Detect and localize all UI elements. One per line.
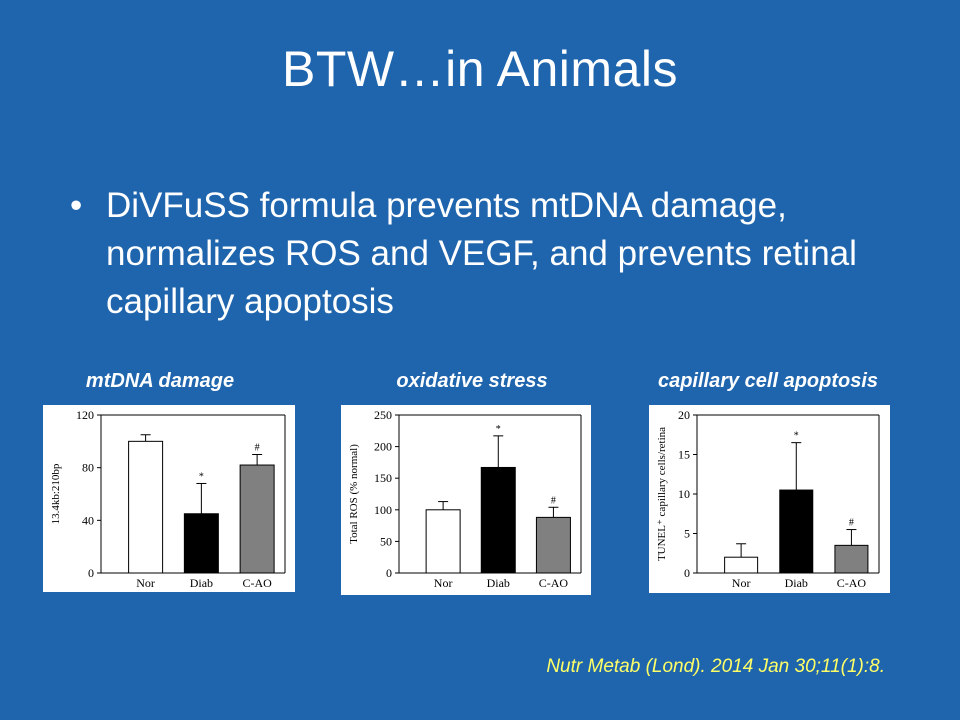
x-tick-label: Diab — [785, 576, 808, 590]
chart-svg: 0 5 10 15 20 TUNEL⁺ capillary cells/retina Nor… — [656, 408, 880, 590]
significance-mark: * — [199, 471, 204, 482]
bar-nor — [724, 556, 759, 574]
bar-c-ao — [535, 516, 571, 574]
y-tick-label: 50 — [380, 534, 392, 548]
chart-mtdna-damage: 0 40 80 120 13.4kb:210bp Nor * Diab # C-AO — [43, 405, 295, 592]
bullet-icon: • — [70, 186, 83, 225]
y-tick-label: 120 — [76, 408, 94, 422]
y-tick-label: 80 — [82, 461, 94, 475]
slide-title: BTW…in Animals — [282, 41, 678, 97]
y-tick-label: 200 — [374, 440, 392, 454]
chart-title-apoptosis: capillary cell apoptosis — [657, 370, 879, 392]
y-tick-label: 15 — [678, 448, 690, 462]
bar-c-ao — [834, 544, 869, 574]
x-tick-label: Nor — [434, 576, 453, 590]
chart-svg: 0 50 100 150 200 250 Total ROS (% normal) Nor * D… — [348, 408, 582, 590]
y-axis-label: 13.4kb:210bp — [50, 463, 62, 524]
y-tick-label: 150 — [374, 471, 392, 485]
y-tick-label: 0 — [88, 566, 94, 580]
x-tick-label: C-AO — [539, 576, 569, 590]
bar-nor — [425, 509, 461, 574]
y-tick-label: 40 — [82, 513, 94, 527]
y-tick-label: 20 — [678, 408, 690, 422]
significance-mark: # — [551, 495, 556, 506]
significance-mark: # — [255, 443, 260, 454]
x-tick-label: Nor — [732, 576, 751, 590]
y-axis-label: TUNEL⁺ capillary cells/retina — [656, 427, 668, 561]
y-axis-label: Total ROS (% normal) — [348, 444, 360, 544]
x-tick-label: Nor — [136, 576, 155, 590]
x-tick-label: C-AO — [837, 576, 867, 590]
chart-title-mtdna: mtDNA damage — [85, 370, 235, 392]
chart-capillary-apoptosis: 0 5 10 15 20 TUNEL⁺ capillary cells/retina Nor… — [649, 405, 890, 593]
chart-oxidative-stress: 0 50 100 150 200 250 Total ROS (% normal) Nor * D… — [341, 405, 591, 595]
x-tick-label: Diab — [190, 576, 213, 590]
chart-title-oxidative: oxidative stress — [396, 370, 548, 392]
y-tick-label: 250 — [374, 408, 392, 422]
bullet-text: DiVFuSS formula prevents mtDNA damage, n… — [106, 186, 857, 321]
significance-mark: * — [496, 424, 501, 435]
y-tick-label: 100 — [374, 503, 392, 517]
x-tick-label: Diab — [487, 576, 510, 590]
bar-diab — [480, 466, 516, 574]
bar-diab — [183, 513, 219, 574]
significance-mark: # — [849, 518, 854, 529]
y-tick-label: 10 — [678, 487, 690, 501]
citation: Nutr Metab (Lond). 2014 Jan 30;11(1):8. — [546, 656, 885, 677]
y-tick-label: 0 — [684, 566, 690, 580]
chart-svg: 0 40 80 120 13.4kb:210bp Nor * Diab # C-AO — [50, 408, 286, 590]
x-tick-label: C-AO — [242, 576, 272, 590]
bar-c-ao — [239, 464, 275, 574]
significance-mark: * — [794, 431, 799, 442]
bar-nor — [128, 440, 164, 574]
bar-diab — [779, 489, 814, 574]
y-tick-label: 5 — [684, 527, 690, 541]
y-tick-label: 0 — [386, 566, 392, 580]
